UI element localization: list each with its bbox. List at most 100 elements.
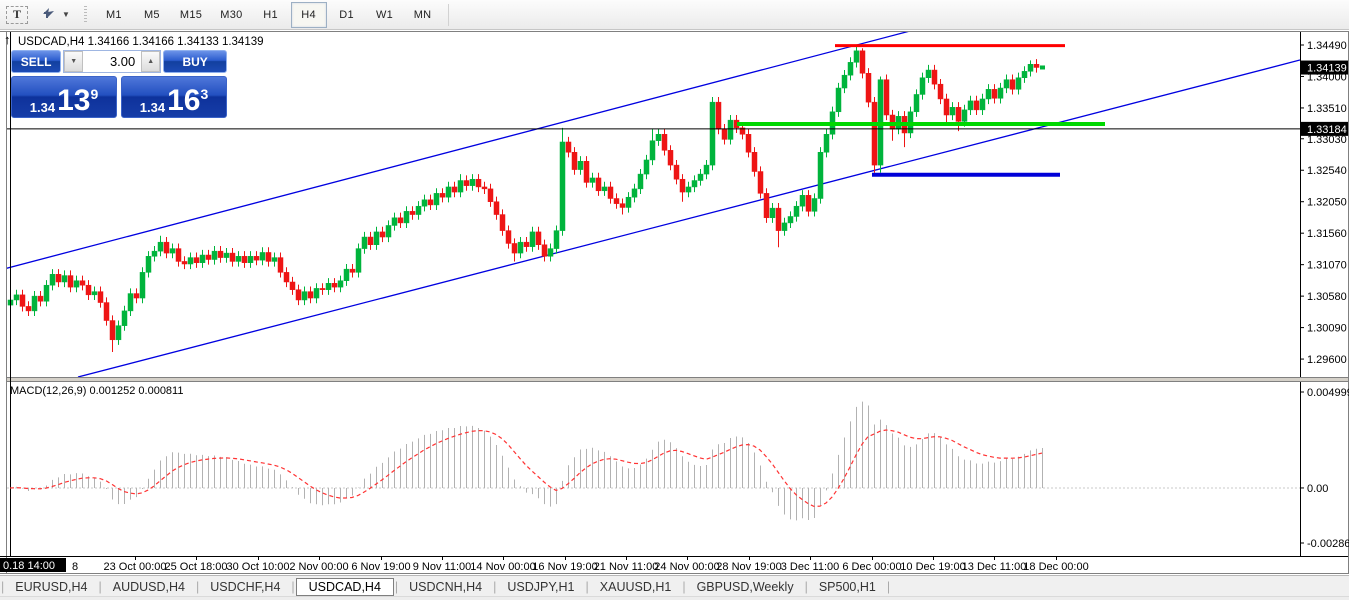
up-arrow-icon: ↑ bbox=[4, 32, 11, 47]
tab-usdchf-h4[interactable]: USDCHF,H4 bbox=[210, 579, 281, 594]
timeframe-button-d1[interactable]: D1 bbox=[339, 8, 354, 21]
time-axis-label: 9 Nov 11:00 bbox=[413, 561, 472, 573]
price-axis-label: 1.30580 bbox=[1307, 291, 1347, 303]
price-pane[interactable] bbox=[0, 31, 1300, 377]
buy-price-sup: 3 bbox=[200, 86, 209, 102]
time-axis-label: 3 Dec 11:00 bbox=[781, 561, 840, 573]
timeframe-button-mn[interactable]: MN bbox=[413, 8, 432, 21]
buy-price-prefix: 1.34 bbox=[139, 100, 166, 115]
buy-button[interactable]: BUY bbox=[163, 50, 227, 73]
time-axis-label: 25 Oct 18:00 bbox=[165, 561, 228, 573]
time-badge-text: 0.18 14:00 bbox=[3, 560, 55, 572]
toolbar: T ▼ M1 M5 M15 M30 H1 H4 D1 W1 MN bbox=[0, 0, 1349, 30]
time-axis-label: 24 Nov 00:00 bbox=[654, 561, 719, 573]
tab-separator: | bbox=[98, 579, 102, 594]
price-axis-label: 1.31070 bbox=[1307, 260, 1347, 272]
bottom-strip bbox=[0, 596, 1349, 600]
arrows-icon bbox=[41, 6, 56, 23]
sell-price-sup: 9 bbox=[90, 86, 99, 102]
tab-separator: | bbox=[493, 579, 497, 594]
price-axis-label: 1.34490 bbox=[1307, 40, 1347, 52]
time-axis-label: 30 Oct 10:00 bbox=[227, 561, 290, 573]
tab-eurusd-h4[interactable]: EURUSD,H4 bbox=[15, 579, 88, 594]
macd-signal-line bbox=[9, 429, 1043, 508]
symbol-tab-bar: | EURUSD,H4 | AUDUSD,H4 | USDCHF,H4 | USDCAD,H4… bbox=[0, 575, 1349, 597]
volume-input[interactable] bbox=[83, 51, 142, 72]
tab-gbpusd-weekly[interactable]: GBPUSD,Weekly bbox=[696, 579, 794, 594]
timeframe-button-m15[interactable]: M15 bbox=[179, 8, 203, 21]
trend-channel-line bbox=[7, 32, 909, 269]
timeframe-button-w1[interactable]: W1 bbox=[375, 8, 394, 21]
price-badge bbox=[1301, 60, 1348, 75]
chart-window: ↑ 1.34490 1.34000 1.33510 1.33030 1.32540 1.32… bbox=[0, 30, 1349, 575]
tab-audusd-h4[interactable]: AUDUSD,H4 bbox=[112, 579, 185, 594]
toolbar-grip[interactable] bbox=[83, 5, 87, 24]
time-axis-label: 6 Nov 19:00 bbox=[351, 561, 410, 573]
tab-xauusd-h1[interactable]: XAUUSD,H1 bbox=[599, 579, 672, 594]
sell-price-box[interactable]: 1.34 13 9 bbox=[11, 76, 117, 118]
tab-separator: | bbox=[585, 579, 589, 594]
time-axis-label: 14 Nov 00:00 bbox=[470, 561, 535, 573]
buy-price-box[interactable]: 1.34 16 3 bbox=[121, 76, 227, 118]
price-axis-label: 1.32050 bbox=[1307, 197, 1347, 209]
timeframe-button-m5[interactable]: M5 bbox=[143, 8, 160, 21]
macd-indicator-label: MACD(12,26,9) 0.001252 0.000811 bbox=[10, 385, 184, 397]
timeframe-button-m1[interactable]: M1 bbox=[105, 8, 122, 21]
price-axis-label: 1.33030 bbox=[1307, 134, 1347, 146]
toolbar-separator bbox=[447, 3, 449, 26]
macd-pane[interactable] bbox=[7, 401, 1300, 521]
time-axis-label: 21 Nov 11:00 bbox=[594, 561, 659, 573]
text-tool-button[interactable]: T bbox=[6, 5, 28, 24]
price-axis-label: 1.29600 bbox=[1307, 354, 1347, 366]
buy-price-big: 16 bbox=[167, 84, 201, 118]
price-badge-text: 1.34139 bbox=[1307, 63, 1347, 75]
one-click-trading-panel: SELL ▼ ▲ BUY 1.34 13 9 1.34 16 3 bbox=[11, 50, 227, 118]
macd-axis-label: -0.002868 bbox=[1307, 538, 1349, 550]
time-badge bbox=[0, 558, 66, 572]
time-axis-label: 18 Dec 00:00 bbox=[1023, 561, 1088, 573]
dropdown-caret-icon[interactable]: ▼ bbox=[62, 10, 70, 19]
timeframe-button-h1[interactable]: H1 bbox=[263, 8, 278, 21]
tab-usdjpy-h1[interactable]: USDJPY,H1 bbox=[507, 579, 575, 594]
sell-price-big: 13 bbox=[57, 84, 91, 118]
price-badge bbox=[1301, 121, 1348, 136]
time-axis-label: 13 Dec 11:00 bbox=[962, 561, 1027, 573]
time-axis-label: 6 Dec 00:00 bbox=[842, 561, 901, 573]
timeframe-button-m30[interactable]: M30 bbox=[220, 8, 243, 21]
tab-separator: | bbox=[1, 579, 5, 594]
volume-stepper: ▼ ▲ bbox=[63, 50, 162, 73]
tab-separator: | bbox=[804, 579, 808, 594]
sell-price-prefix: 1.34 bbox=[29, 100, 56, 115]
time-axis-label: 23 Oct 00:00 bbox=[104, 561, 167, 573]
macd-axis-label: 0.00 bbox=[1307, 483, 1328, 495]
tab-separator: | bbox=[886, 579, 891, 594]
tab-usdcad-h4[interactable]: USDCAD,H4 bbox=[295, 577, 394, 596]
sell-button[interactable]: SELL bbox=[11, 50, 62, 73]
tab-separator: | bbox=[196, 579, 200, 594]
price-axis-label: 1.31560 bbox=[1307, 228, 1347, 240]
trend-channel-line bbox=[77, 59, 1300, 377]
time-axis-label: 16 Nov 19:00 bbox=[532, 561, 597, 573]
pane-splitter[interactable] bbox=[7, 378, 1348, 382]
timeframe-button-h4[interactable]: H4 bbox=[290, 1, 327, 28]
price-axis-label: 1.32540 bbox=[1307, 165, 1347, 177]
price-axis-label: 1.30090 bbox=[1307, 323, 1347, 335]
tab-separator: | bbox=[291, 579, 295, 594]
tab-sp500-h1[interactable]: SP500,H1 bbox=[818, 579, 876, 594]
time-axis-label-partial: 8 bbox=[72, 561, 78, 573]
time-axis-label: 28 Nov 19:00 bbox=[716, 561, 781, 573]
time-axis-label: 2 Nov 00:00 bbox=[289, 561, 348, 573]
price-badge-text: 1.33184 bbox=[1307, 124, 1347, 136]
macd-axis-label: 0.004999 bbox=[1307, 387, 1349, 399]
volume-decrease-button[interactable]: ▼ bbox=[64, 51, 84, 72]
time-axis-label: 10 Dec 19:00 bbox=[900, 561, 965, 573]
tab-separator: | bbox=[394, 579, 399, 594]
chart-area[interactable]: ↑ 1.344901.340001.335101.330301.325401.32… bbox=[0, 30, 1349, 575]
volume-increase-button[interactable]: ▲ bbox=[141, 51, 161, 72]
price-axis-label: 1.33510 bbox=[1307, 103, 1347, 115]
chart-title: USDCAD,H4 1.34166 1.34166 1.34133 1.3413… bbox=[18, 36, 264, 48]
arrows-tool-button[interactable] bbox=[37, 4, 59, 26]
tab-usdcnh-h4[interactable]: USDCNH,H4 bbox=[409, 579, 483, 594]
tab-separator: | bbox=[682, 579, 686, 594]
